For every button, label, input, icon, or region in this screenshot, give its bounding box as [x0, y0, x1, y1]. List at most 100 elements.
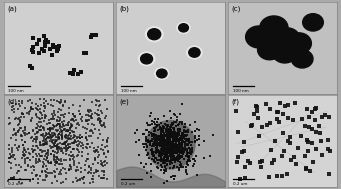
Point — [35, 161, 41, 164]
Point — [160, 124, 166, 127]
Point — [92, 151, 98, 154]
Point — [163, 150, 169, 153]
Point — [19, 100, 25, 103]
Point — [86, 171, 91, 174]
Point — [165, 146, 170, 149]
Point — [34, 131, 40, 134]
Point — [160, 128, 166, 131]
Point — [169, 121, 175, 124]
Point — [42, 134, 48, 137]
Point — [173, 156, 178, 160]
Point — [168, 128, 173, 131]
Point — [172, 129, 177, 132]
Point — [22, 140, 27, 143]
Point — [43, 100, 48, 103]
Point — [46, 132, 52, 135]
Point — [18, 134, 24, 137]
Point — [165, 132, 170, 135]
Point — [172, 165, 177, 168]
Point — [259, 159, 264, 162]
Point — [150, 132, 156, 135]
Point — [50, 116, 56, 119]
Point — [6, 156, 12, 159]
Point — [79, 171, 84, 174]
Point — [44, 155, 49, 158]
Point — [67, 132, 73, 135]
Point — [61, 159, 67, 162]
Point — [193, 160, 198, 163]
Point — [98, 109, 103, 112]
Point — [76, 144, 81, 147]
Point — [40, 169, 45, 172]
Point — [55, 133, 60, 136]
Point — [61, 128, 66, 131]
Point — [160, 137, 165, 140]
Point — [41, 143, 46, 146]
Point — [182, 151, 187, 154]
Point — [314, 130, 319, 133]
Point — [151, 129, 157, 132]
Point — [170, 158, 176, 161]
Point — [175, 158, 181, 161]
Circle shape — [148, 29, 161, 40]
Point — [50, 43, 56, 46]
Point — [68, 138, 74, 141]
Point — [185, 158, 190, 161]
Point — [28, 105, 34, 108]
Point — [91, 149, 97, 152]
Point — [73, 169, 78, 172]
Point — [196, 137, 201, 140]
Point — [92, 158, 97, 161]
Point — [60, 135, 65, 138]
Point — [255, 109, 260, 112]
Point — [48, 153, 54, 156]
Point — [60, 142, 65, 145]
Point — [88, 35, 94, 38]
Point — [161, 172, 166, 175]
Point — [174, 145, 180, 148]
Point — [10, 150, 15, 153]
Point — [146, 139, 151, 142]
Point — [167, 136, 173, 139]
Point — [171, 151, 177, 154]
Point — [24, 168, 29, 171]
Point — [70, 125, 75, 128]
Point — [42, 129, 47, 132]
Point — [165, 148, 171, 151]
Point — [196, 128, 202, 131]
Point — [180, 150, 186, 153]
Point — [285, 139, 291, 142]
Point — [192, 135, 198, 138]
Point — [64, 123, 69, 126]
Point — [84, 160, 89, 163]
Point — [168, 148, 173, 151]
Point — [95, 108, 100, 111]
Point — [143, 135, 149, 138]
Point — [162, 170, 167, 173]
Point — [172, 150, 177, 153]
Point — [55, 151, 61, 154]
Point — [179, 140, 184, 143]
Point — [98, 163, 103, 166]
Point — [25, 100, 31, 103]
Point — [167, 134, 173, 137]
Point — [148, 132, 153, 135]
Point — [164, 148, 170, 151]
Point — [38, 103, 43, 106]
Point — [164, 158, 170, 161]
Point — [160, 151, 165, 154]
Point — [144, 149, 149, 152]
Point — [27, 98, 33, 101]
Point — [168, 152, 174, 155]
Point — [189, 149, 195, 152]
Point — [177, 149, 183, 153]
Point — [141, 132, 146, 135]
Point — [71, 155, 77, 158]
Point — [90, 175, 96, 178]
Point — [82, 168, 87, 171]
Point — [176, 140, 182, 143]
Point — [174, 125, 179, 128]
Text: 0.2 um: 0.2 um — [233, 182, 247, 186]
Point — [161, 168, 167, 171]
Point — [83, 120, 89, 123]
